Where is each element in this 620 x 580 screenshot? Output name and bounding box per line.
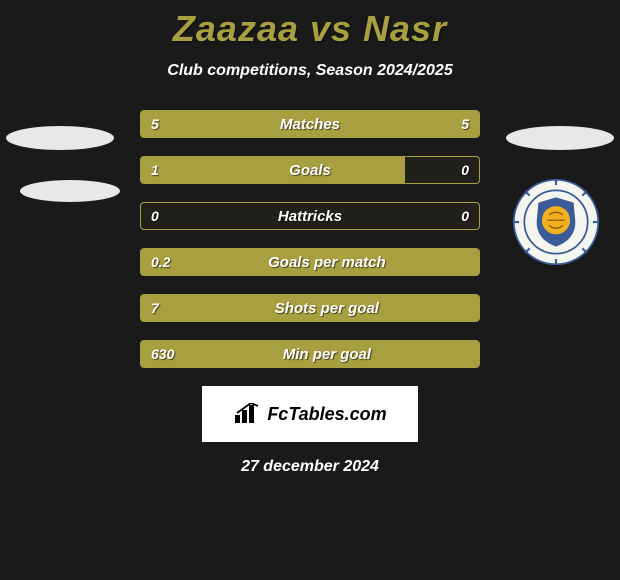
player-photo-placeholder-left-2	[20, 180, 120, 202]
stat-row-single: 0.2 Goals per match	[140, 248, 480, 276]
fctables-logo[interactable]: FcTables.com	[202, 386, 418, 442]
stat-row-dual: 0 0 Hattricks	[140, 202, 480, 230]
logo-text: FcTables.com	[267, 404, 386, 425]
stat-value: 7	[151, 300, 159, 316]
stat-label: Hattricks	[278, 208, 342, 225]
stat-right-value: 0	[461, 162, 469, 178]
stat-label: Shots per goal	[275, 300, 379, 317]
stat-label: Goals	[289, 162, 331, 179]
stat-label: Goals per match	[268, 254, 386, 271]
stat-left-value: 1	[151, 162, 159, 178]
stat-value: 630	[151, 346, 174, 362]
stat-left-value: 5	[151, 116, 159, 132]
player-photo-placeholder-right-1	[506, 126, 614, 150]
stat-row-dual: 1 0 Goals	[140, 156, 480, 184]
stat-left-value: 0	[151, 208, 159, 224]
stat-right-value: 5	[461, 116, 469, 132]
date-text: 27 december 2024	[0, 458, 620, 476]
stat-label: Matches	[280, 116, 340, 133]
page-title: Zaazaa vs Nasr	[0, 0, 620, 50]
subtitle: Club competitions, Season 2024/2025	[0, 62, 620, 80]
stats-container: 5 5 Matches 1 0 Goals 0 0 Hattricks 0.2 Goals per …	[140, 110, 480, 368]
stat-right-value: 0	[461, 208, 469, 224]
stat-row-dual: 5 5 Matches	[140, 110, 480, 138]
chart-icon	[233, 403, 261, 425]
stat-row-single: 630 Min per goal	[140, 340, 480, 368]
stat-row-single: 7 Shots per goal	[140, 294, 480, 322]
club-badge-icon	[512, 178, 600, 266]
stat-value: 0.2	[151, 254, 170, 270]
stat-label: Min per goal	[283, 346, 371, 363]
bar-fill-left	[141, 157, 405, 183]
player-photo-placeholder-left-1	[6, 126, 114, 150]
